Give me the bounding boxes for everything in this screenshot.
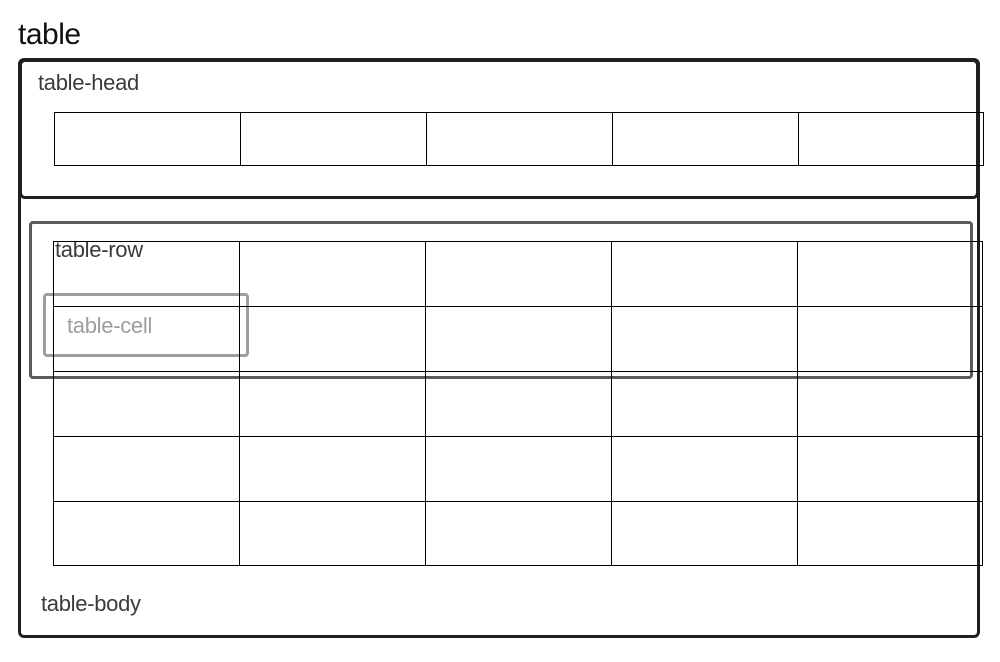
table-row: [53, 241, 983, 306]
table-cell: [611, 306, 797, 371]
table-body-label: table-body: [41, 591, 141, 617]
table-head-outline: table-head: [19, 59, 979, 199]
table-head-cell: [240, 112, 426, 166]
table-cell: [53, 241, 239, 306]
table-cell: [239, 436, 425, 501]
table-head-cell: [54, 112, 240, 166]
table-cell: [797, 436, 983, 501]
table-cell: [53, 371, 239, 436]
table-cell: [53, 436, 239, 501]
table-cell: [797, 371, 983, 436]
table-cell: [611, 371, 797, 436]
table-cell: [611, 241, 797, 306]
table-cell: [53, 306, 239, 371]
table-cell: [797, 306, 983, 371]
table-cell: [797, 501, 983, 566]
table-head-label: table-head: [38, 70, 139, 96]
table-outline: table-head table-row table-cell table-bo…: [18, 58, 980, 638]
table-cell: [797, 241, 983, 306]
table-head-cell: [426, 112, 612, 166]
table-cell: [611, 501, 797, 566]
table-head-cell: [798, 112, 984, 166]
table-cell: [239, 501, 425, 566]
table-row: [53, 501, 983, 566]
table-cell: [239, 371, 425, 436]
table-cell: [425, 306, 611, 371]
table-cell: [239, 306, 425, 371]
table-cell: [425, 371, 611, 436]
table-row: [53, 371, 983, 436]
table-cell: [53, 501, 239, 566]
table-cell: [425, 241, 611, 306]
table-head-row: [54, 112, 984, 166]
table-cell: [239, 241, 425, 306]
table-cell: [425, 501, 611, 566]
table-cell: [611, 436, 797, 501]
table-cell: [425, 436, 611, 501]
diagram-title: table: [18, 18, 982, 52]
table-row: [53, 436, 983, 501]
table-row: [53, 306, 983, 371]
table-head-cell: [612, 112, 798, 166]
table-body-grid: [53, 241, 983, 566]
